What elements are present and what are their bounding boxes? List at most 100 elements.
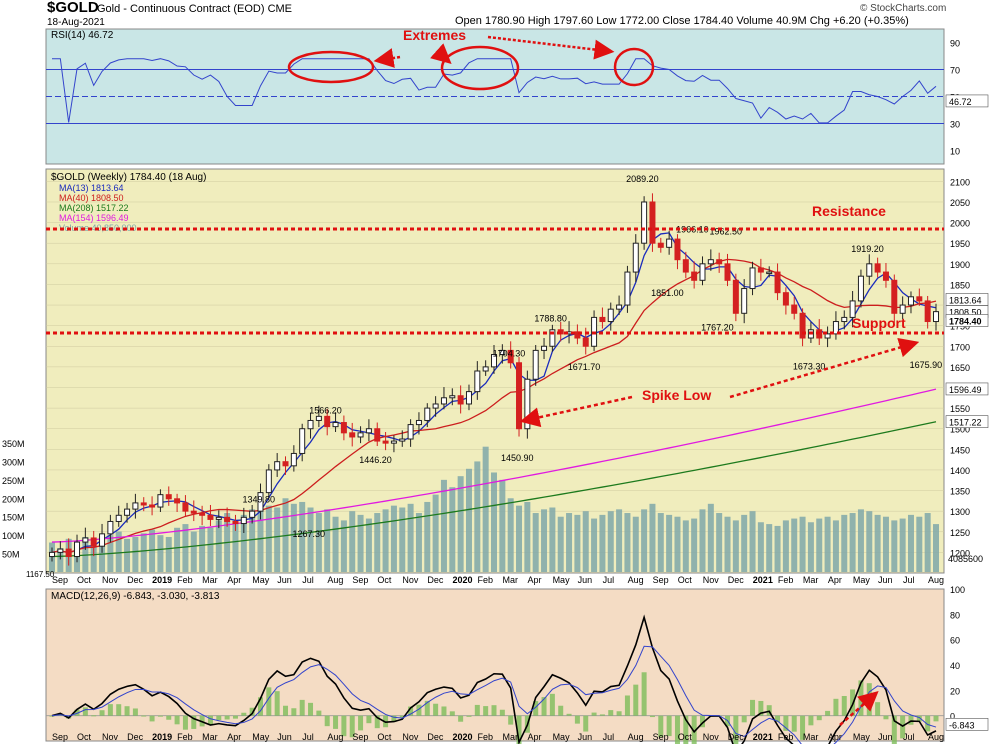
macd-x-axis-label: 2019: [152, 732, 172, 742]
candle-body: [724, 263, 731, 281]
volume-bar: [616, 509, 623, 572]
macd-title: MACD(12,26,9) -6.843, -3.030, -3.813: [51, 591, 220, 602]
macd-x-axis-label: Jul: [903, 732, 915, 742]
candle-body: [716, 259, 723, 265]
macd-histogram-bar: [341, 715, 347, 737]
macd-histogram-bar: [207, 715, 213, 726]
price-extreme-label: 2089.20: [626, 174, 659, 184]
volume-bar: [874, 514, 881, 572]
x-axis-label: Jul: [903, 575, 915, 585]
x-axis-label: May: [853, 575, 871, 585]
volume-bar: [57, 548, 64, 572]
candle-body: [474, 370, 481, 393]
candle-body: [574, 331, 581, 339]
volume-bar: [199, 525, 206, 572]
candle-body: [424, 407, 431, 421]
macd-histogram-bar: [308, 702, 314, 716]
macd-x-axis-label: May: [853, 732, 871, 742]
volume-bar: [566, 513, 573, 572]
ma208-value-tag-bg: [945, 415, 989, 428]
macd-x-axis-label: Sep: [352, 732, 368, 742]
macd-histogram-bar: [166, 715, 172, 720]
rsi-value-tag: 46.72: [949, 97, 972, 107]
macd-histogram-bar: [566, 713, 572, 716]
volume-bar: [666, 514, 673, 572]
volume-bar: [499, 479, 506, 572]
macd-histogram-bar: [825, 710, 831, 716]
candle-body: [924, 300, 931, 323]
macd-x-axis-label: Dec: [127, 732, 144, 742]
macd-signal-line: [51, 645, 937, 744]
price-extreme-label: 1704.30: [493, 349, 526, 359]
candle-body: [632, 242, 639, 273]
volume-tick-label: 250M: [2, 476, 25, 486]
volume-bar: [249, 509, 256, 572]
price-extreme-label: 1767.20: [701, 323, 734, 333]
volume-tick-label: 150M: [2, 513, 25, 523]
volume-bar: [340, 520, 347, 572]
price-extreme-label: 1671.70: [568, 362, 601, 372]
price-extreme-label: 1788.80: [534, 314, 567, 324]
ma208-value-tag: 1517.22: [949, 418, 982, 428]
candle-body: [324, 415, 331, 428]
price-tick-label: 1950: [950, 239, 970, 249]
volume-tick-label: 350M: [2, 439, 25, 449]
macd-histogram-bar: [116, 704, 122, 716]
x-axis-label: Sep: [52, 575, 68, 585]
x-axis-label: Mar: [803, 575, 819, 585]
price-tick-label: 1650: [950, 363, 970, 373]
candle-body: [165, 494, 172, 500]
volume-bar: [407, 503, 414, 572]
x-axis-label: Jun: [277, 575, 292, 585]
macd-x-axis-label: May: [252, 732, 270, 742]
price-extreme-label: 1962.50: [710, 226, 743, 236]
volume-bar: [591, 518, 598, 572]
volume-bar: [349, 511, 356, 572]
rsi-tick-label: 10: [950, 147, 960, 157]
candle-body: [440, 397, 447, 405]
ma154-value-tag: 1596.49: [949, 385, 982, 395]
macd-histogram-bar: [232, 715, 238, 719]
macd-histogram-bar: [107, 704, 113, 716]
macd-histogram-bar: [508, 715, 514, 725]
macd-histogram-bar: [366, 715, 372, 724]
volume-bar: [432, 494, 439, 572]
x-axis-label: Apr: [828, 575, 842, 585]
macd-histogram-bar: [808, 715, 814, 726]
x-axis-label: Jun: [578, 575, 593, 585]
volume-bar: [866, 511, 873, 572]
volume-bar: [841, 514, 848, 572]
volume-bar: [641, 509, 648, 572]
candle-body: [682, 259, 689, 273]
macd-histogram-bar: [424, 700, 430, 716]
x-axis-label: Feb: [177, 575, 193, 585]
support-annotation: Support: [852, 315, 906, 331]
spike-low-annotation: Spike Low: [642, 387, 711, 403]
volume-bar: [399, 507, 406, 572]
candle-body: [766, 271, 773, 275]
volume-bar: [290, 503, 297, 572]
macd-histogram-bar: [666, 715, 672, 737]
volume-bar: [807, 522, 814, 572]
macd-x-axis-label: 2020: [452, 732, 472, 742]
volume-bar: [599, 514, 606, 572]
macd-histogram-bar: [358, 715, 364, 731]
macd-histogram-bar: [791, 715, 797, 732]
macd-histogram-bar: [283, 705, 289, 716]
macd-histogram-bar: [766, 705, 772, 716]
macd-histogram-bar: [483, 706, 489, 716]
candle-body: [849, 300, 856, 318]
price-tick-label: 2000: [950, 219, 970, 229]
macd-histogram-bar: [624, 695, 630, 716]
volume-bar: [449, 487, 456, 572]
x-axis-label: Feb: [778, 575, 794, 585]
chart-date: 18-Aug-2021: [47, 17, 105, 28]
candle-body: [599, 316, 606, 323]
macd-histogram-bar: [541, 697, 547, 716]
candle-body: [57, 548, 64, 553]
volume-bar: [541, 509, 548, 572]
volume-bar: [332, 516, 339, 572]
price-low-tag: 1167.50: [26, 570, 55, 579]
legend-ma154: MA(154) 1596.49: [59, 213, 129, 223]
macd-histogram-bar: [599, 714, 605, 716]
